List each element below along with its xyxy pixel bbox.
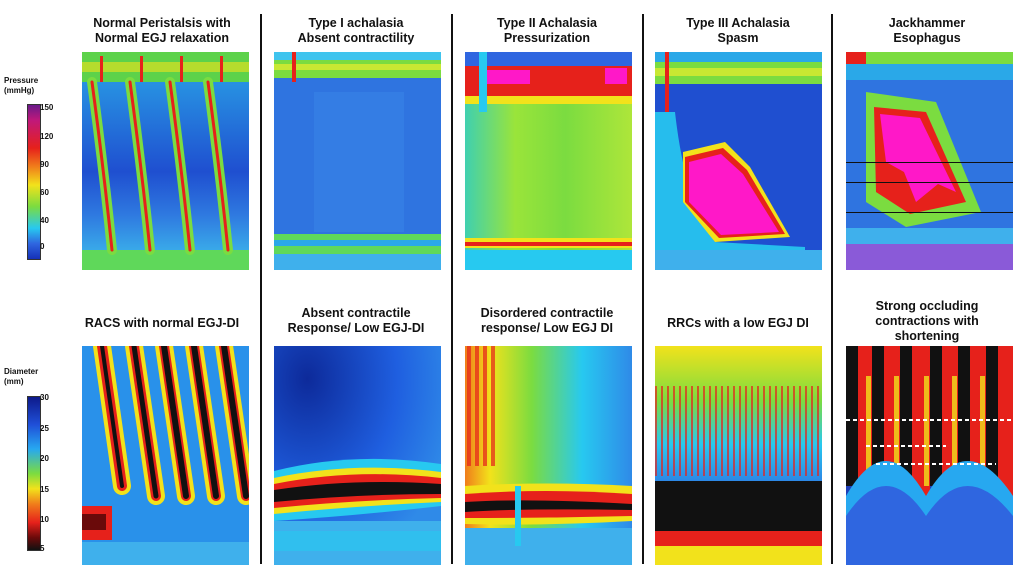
column-4-bottom-title: RRCs with a low EGJ DI (667, 316, 809, 330)
type-iii-achalasia-topography (655, 52, 822, 270)
pressure-tick: 0 (40, 242, 45, 251)
diameter-tick: 20 (40, 454, 49, 463)
pressure-tick: 90 (40, 160, 49, 169)
rrcs-diameter-map (655, 346, 822, 565)
pressure-tick: 120 (40, 132, 54, 141)
racs-normal-diameter-map (82, 346, 249, 565)
normal-peristalsis-topography (82, 52, 249, 270)
jackhammer-topography (846, 52, 1013, 270)
column-5-top-title: Jackhammer Esophagus (888, 16, 966, 45)
column-3-bottom-title: Disordered contractile response/ Low EGJ… (480, 306, 614, 335)
column-2-top-title: Type I achalasia Absent contractility (297, 16, 415, 45)
diameter-color-bar (27, 396, 41, 551)
pressure-tick: 40 (40, 216, 49, 225)
diameter-scale-title: Diameter (mm) (4, 367, 39, 386)
column-divider (831, 14, 833, 564)
column-5-bottom-title: Strong occluding contractions with short… (875, 299, 979, 343)
column-2-bottom-title: Absent contractile Response/ Low EGJ-DI (287, 306, 425, 335)
column-1-top-title: Normal Peristalsis with Normal EGJ relax… (93, 16, 231, 45)
pressure-tick: 60 (40, 188, 49, 197)
disordered-contractile-diameter-map (465, 346, 632, 565)
pressure-color-bar (27, 104, 41, 260)
column-3-top-title: Type II Achalasia Pressurization (496, 16, 598, 45)
strong-occluding-diameter-map (846, 346, 1013, 565)
column-1-bottom-title: RACS with normal EGJ-DI (84, 316, 240, 330)
diameter-tick: 10 (40, 515, 49, 524)
pressure-tick: 150 (40, 103, 54, 112)
column-divider (642, 14, 644, 564)
type-i-achalasia-topography (274, 52, 441, 270)
column-4-top-title: Type III Achalasia Spasm (686, 16, 790, 45)
diameter-tick: 30 (40, 393, 49, 402)
diameter-tick: 25 (40, 424, 49, 433)
diameter-tick: 15 (40, 485, 49, 494)
diameter-tick: 5 (40, 544, 45, 553)
pressure-scale-title: Pressure (mmHg) (4, 76, 39, 95)
absent-contractile-diameter-map (274, 346, 441, 565)
type-ii-achalasia-topography (465, 52, 632, 270)
column-divider (260, 14, 262, 564)
column-divider (451, 14, 453, 564)
